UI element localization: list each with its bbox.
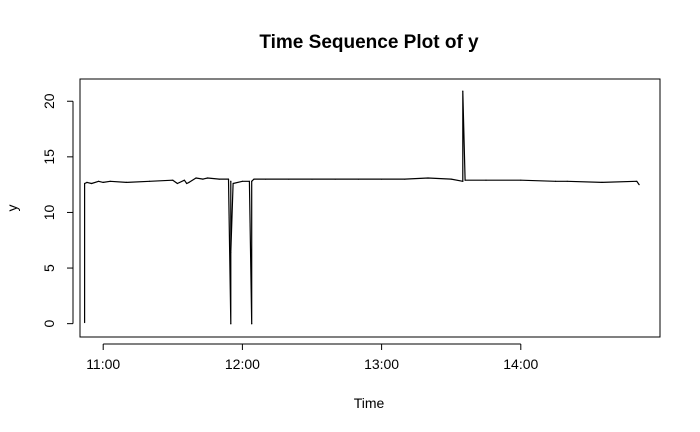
data-point bbox=[248, 180, 250, 182]
data-point bbox=[464, 179, 466, 181]
data-point bbox=[520, 179, 522, 181]
data-point bbox=[186, 182, 188, 185]
data-point bbox=[251, 323, 253, 325]
data-point bbox=[381, 178, 383, 180]
series-line bbox=[83, 90, 640, 325]
data-point bbox=[84, 321, 86, 324]
y-axis: 0 5 10 15 20 bbox=[41, 93, 74, 328]
data-point bbox=[265, 178, 267, 180]
x-tick-label: 11:00 bbox=[86, 356, 120, 372]
data-point bbox=[404, 178, 406, 180]
data-point bbox=[218, 178, 220, 180]
data-point bbox=[183, 179, 185, 181]
data-point bbox=[485, 179, 487, 181]
data-point bbox=[84, 182, 86, 185]
data-point bbox=[253, 178, 255, 180]
y-tick-label: 5 bbox=[41, 264, 57, 272]
data-point bbox=[251, 180, 253, 182]
data-point bbox=[230, 251, 232, 254]
data-point bbox=[462, 90, 464, 92]
data-point bbox=[195, 177, 197, 179]
data-point bbox=[202, 178, 204, 180]
x-axis: 11:00 12:00 13:00 14:00 bbox=[86, 343, 539, 372]
y-tick-label: 10 bbox=[41, 204, 57, 220]
data-point bbox=[91, 182, 93, 185]
y-tick-label: 0 bbox=[41, 320, 57, 328]
chart-title: Time Sequence Plot of y bbox=[259, 32, 479, 53]
x-tick-label: 13:00 bbox=[364, 356, 399, 372]
data-point bbox=[334, 178, 336, 180]
data-point bbox=[86, 181, 88, 183]
y-axis-label: y bbox=[4, 205, 20, 212]
data-point bbox=[176, 182, 178, 185]
x-axis-label: Time bbox=[354, 395, 385, 411]
data-point bbox=[230, 323, 232, 325]
data-point bbox=[241, 180, 243, 182]
data-point bbox=[566, 180, 568, 182]
plot-box bbox=[79, 78, 661, 338]
data-point bbox=[188, 181, 190, 183]
data-point bbox=[125, 181, 127, 183]
data-point bbox=[172, 179, 174, 181]
data-point bbox=[102, 181, 104, 183]
data-point bbox=[636, 180, 638, 182]
x-tick-label: 14:00 bbox=[503, 356, 538, 372]
data-point bbox=[427, 177, 429, 179]
data-point bbox=[311, 178, 313, 180]
y-tick-label: 20 bbox=[41, 93, 57, 109]
series-layer bbox=[83, 90, 640, 325]
data-point bbox=[227, 178, 230, 180]
y-tick-label: 15 bbox=[41, 149, 57, 165]
data-point bbox=[638, 184, 640, 186]
data-point bbox=[98, 180, 100, 182]
data-point bbox=[450, 178, 452, 180]
data-point bbox=[230, 180, 232, 182]
data-point bbox=[601, 181, 603, 183]
data-point bbox=[109, 180, 111, 182]
data-point bbox=[555, 180, 557, 182]
data-point bbox=[149, 180, 151, 182]
x-tick-label: 12:00 bbox=[225, 356, 260, 372]
data-point bbox=[232, 182, 234, 185]
data-point bbox=[357, 178, 359, 180]
data-point bbox=[288, 178, 290, 180]
data-point bbox=[207, 177, 209, 179]
data-point bbox=[462, 180, 464, 182]
